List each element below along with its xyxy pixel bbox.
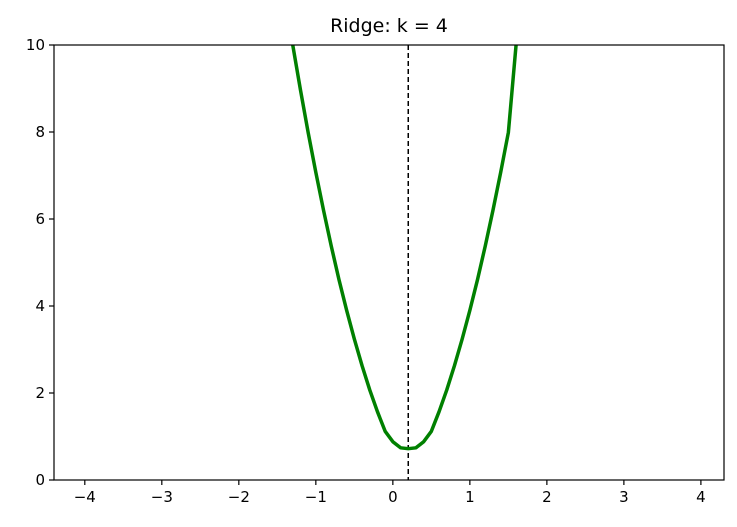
y-tick-label: 8 bbox=[35, 123, 45, 141]
y-tick-label: 6 bbox=[35, 210, 45, 228]
chart-title: Ridge: k = 4 bbox=[330, 15, 448, 37]
x-tick-label: −1 bbox=[305, 488, 327, 506]
x-tick-label: 2 bbox=[542, 488, 552, 506]
x-tick-label: 1 bbox=[465, 488, 475, 506]
x-tick-label: 0 bbox=[388, 488, 398, 506]
plot-area: −4 −3 −2 −1 0 1 2 3 4 0 2 4 6 8 10 bbox=[26, 36, 725, 506]
x-tick-label: 3 bbox=[619, 488, 629, 506]
axes-frame bbox=[53, 44, 725, 481]
x-tick-label: −2 bbox=[228, 488, 250, 506]
x-tick-label: −3 bbox=[151, 488, 173, 506]
y-tick-label: 2 bbox=[35, 384, 45, 402]
y-tick-label: 0 bbox=[35, 471, 45, 489]
x-tick-label: 4 bbox=[696, 488, 706, 506]
y-tick-label: 10 bbox=[26, 36, 45, 54]
y-tick-label: 4 bbox=[35, 297, 45, 315]
series-line-0 bbox=[291, 45, 518, 451]
x-tick-label: −4 bbox=[74, 488, 96, 506]
